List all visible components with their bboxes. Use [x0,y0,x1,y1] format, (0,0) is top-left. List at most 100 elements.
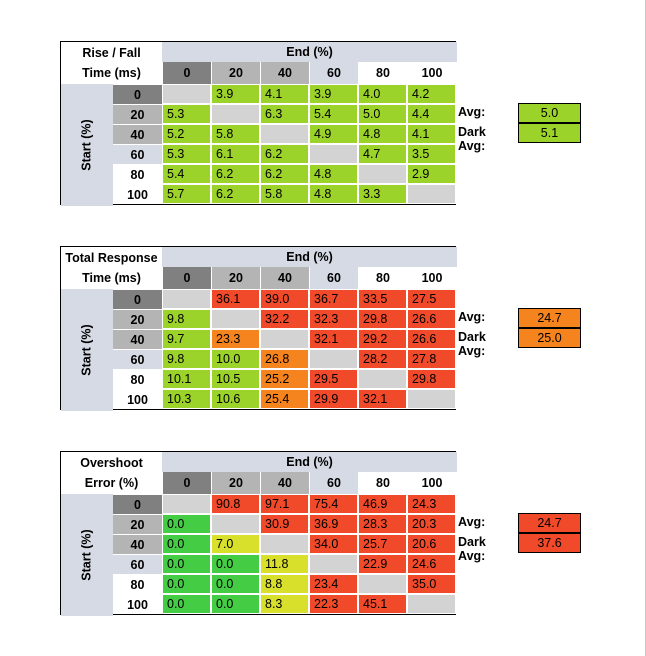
value-cell: 24.3 [407,494,456,514]
value-cell: 0.0 [162,554,211,574]
start-percent-header: Start (%) [61,494,113,616]
row-header: 20 [113,104,162,124]
value-cell: 36.1 [211,289,260,309]
dark-avg-label: Dark Avg: [458,535,486,563]
avg-label: Avg: [458,310,486,324]
value-cell: 5.3 [162,104,211,124]
column-header: 100 [407,472,456,494]
value-cell: 39.0 [260,289,309,309]
column-header: 0 [162,62,211,84]
value-cell: 97.1 [260,494,309,514]
end-percent-header: End (%) [162,42,457,62]
column-header: 20 [211,62,260,84]
dark-avg-value: 5.1 [518,123,581,143]
value-cell: 3.3 [358,184,407,204]
value-cell: 0.0 [162,594,211,614]
value-cell: 4.4 [407,104,456,124]
data-table: Rise / Fall Time (ms) End (%) 0 20 40 60 80 100 S… [60,41,581,206]
table-title: Overshoot Error (%) [61,452,162,494]
value-cell: 6.2 [211,164,260,184]
diagonal-cell [309,144,358,164]
value-cell: 5.7 [162,184,211,204]
row-header: 20 [113,514,162,534]
start-percent-label: Start (%) [80,529,94,581]
value-cell: 10.0 [211,349,260,369]
value-cell: 6.2 [260,144,309,164]
value-cell: 8.3 [260,594,309,614]
column-header: 0 [162,472,211,494]
value-cell: 25.7 [358,534,407,554]
value-cell: 5.8 [211,124,260,144]
value-cell: 32.2 [260,309,309,329]
value-cell: 6.3 [260,104,309,124]
data-table: Total Response Time (ms) End (%) 0 20 40 60 80 1… [60,246,581,411]
column-header: 80 [358,62,407,84]
value-cell: 32.1 [358,389,407,409]
diagonal-cell [358,574,407,594]
value-cell: 7.0 [211,534,260,554]
column-header: 60 [309,267,358,289]
value-cell: 28.3 [358,514,407,534]
diagonal-cell [407,184,456,204]
value-cell: 8.8 [260,574,309,594]
value-cell: 10.6 [211,389,260,409]
value-cell: 6.2 [211,184,260,204]
value-cell: 32.1 [309,329,358,349]
value-cell: 25.4 [260,389,309,409]
value-cell: 45.1 [358,594,407,614]
value-cell: 36.7 [309,289,358,309]
column-header: 60 [309,62,358,84]
value-cell: 10.1 [162,369,211,389]
value-cell: 10.3 [162,389,211,409]
value-cell: 3.9 [211,84,260,104]
start-percent-label: Start (%) [80,324,94,376]
column-header: 20 [211,267,260,289]
column-header: 80 [358,267,407,289]
value-cell: 5.2 [162,124,211,144]
diagonal-cell [260,534,309,554]
column-header: 60 [309,472,358,494]
row-header: 60 [113,349,162,369]
diagonal-cell [211,104,260,124]
table-grid: Overshoot Error (%) End (%) 0 20 40 60 80 100 Sta… [60,451,457,616]
value-cell: 11.8 [260,554,309,574]
value-cell: 0.0 [162,574,211,594]
value-cell: 4.0 [358,84,407,104]
value-cell: 20.6 [407,534,456,554]
value-cell: 5.4 [162,164,211,184]
row-header: 40 [113,534,162,554]
table-title: Rise / Fall Time (ms) [61,42,162,84]
avg-value: 24.7 [518,308,581,328]
row-header: 100 [113,594,162,614]
row-header: 100 [113,184,162,204]
value-cell: 26.8 [260,349,309,369]
value-cell: 4.7 [358,144,407,164]
diagonal-cell [260,329,309,349]
value-cell: 5.3 [162,144,211,164]
value-cell: 22.9 [358,554,407,574]
row-header: 40 [113,124,162,144]
column-header: 100 [407,62,456,84]
value-cell: 5.8 [260,184,309,204]
diagonal-cell [260,124,309,144]
value-cell: 4.8 [309,164,358,184]
value-cell: 30.9 [260,514,309,534]
row-header: 60 [113,554,162,574]
value-cell: 25.2 [260,369,309,389]
diagonal-cell [358,164,407,184]
value-cell: 22.3 [309,594,358,614]
dark-avg-value: 37.6 [518,533,581,553]
diagonal-cell [162,494,211,514]
value-cell: 4.9 [309,124,358,144]
row-header: 20 [113,309,162,329]
table-title-line2: Time (ms) [82,66,141,80]
value-cell: 4.1 [407,124,456,144]
value-cell: 0.0 [162,534,211,554]
value-cell: 32.3 [309,309,358,329]
value-cell: 26.6 [407,309,456,329]
column-header: 20 [211,472,260,494]
diagonal-cell [309,349,358,369]
value-cell: 4.8 [309,184,358,204]
diagonal-cell [211,514,260,534]
value-cell: 29.2 [358,329,407,349]
